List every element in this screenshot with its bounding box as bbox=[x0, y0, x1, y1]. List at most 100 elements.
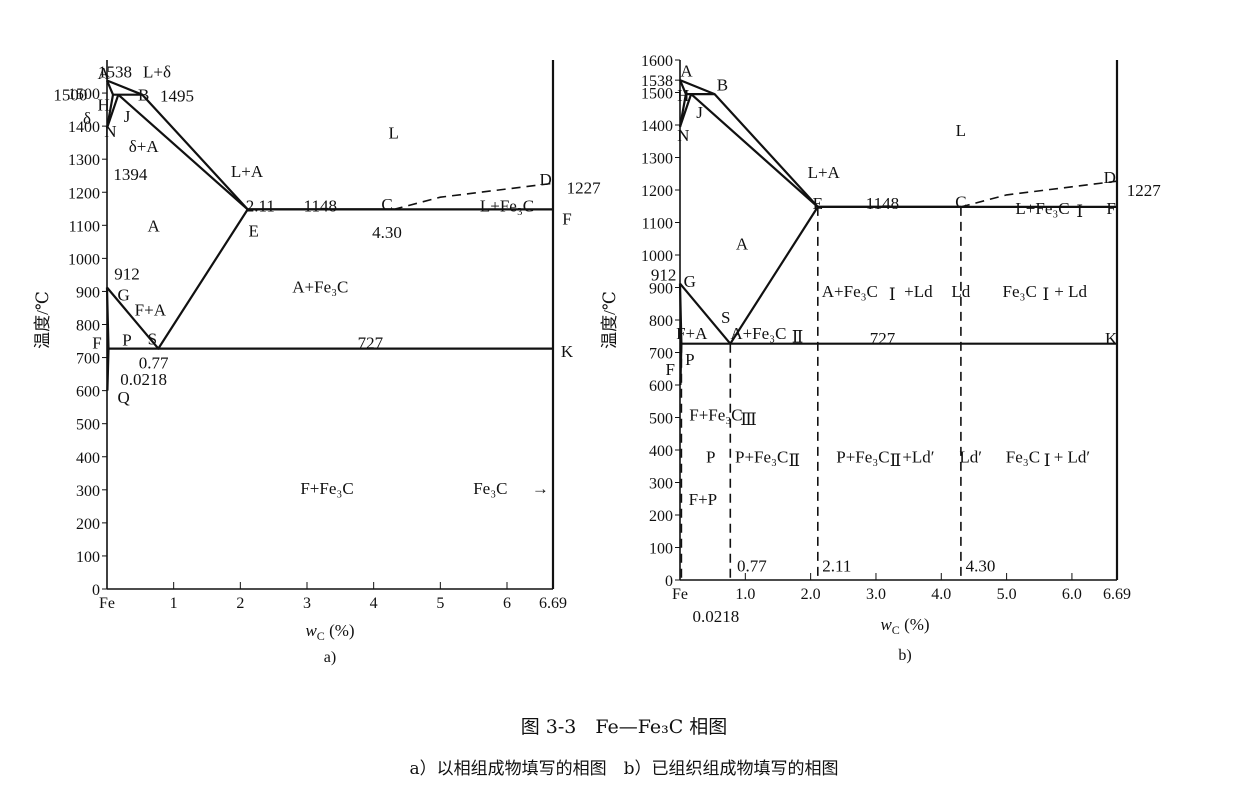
region-label: Ⅰ bbox=[889, 285, 896, 304]
x-tick-label: 6.0 bbox=[1062, 586, 1082, 603]
region-label: F+A bbox=[135, 301, 167, 320]
region-label: E bbox=[813, 194, 823, 213]
x-axis-label: wC (%) bbox=[305, 621, 354, 643]
region-label: Ⅰ bbox=[1044, 451, 1051, 470]
region-label: F bbox=[562, 210, 571, 229]
y-tick-label: 1300 bbox=[641, 151, 673, 168]
region-label: 1148 bbox=[304, 196, 337, 215]
y-tick-label: 400 bbox=[649, 443, 673, 460]
region-label: F bbox=[665, 360, 674, 379]
phase-boundary-line bbox=[678, 93, 693, 128]
region-label: Ⅰ bbox=[1042, 285, 1049, 304]
region-label: P bbox=[685, 350, 694, 369]
chart-panel-a: 0 100 200 300 400 500 600 700 800 900 1000 1100 1200… bbox=[33, 60, 601, 666]
phase-boundary-line bbox=[690, 93, 819, 208]
region-label: S bbox=[721, 308, 730, 327]
y-tick-label: 1600 bbox=[641, 53, 673, 70]
y-axis-label: 温度/℃ bbox=[600, 291, 619, 349]
y-tick-label: 1000 bbox=[641, 248, 673, 265]
region-label: H bbox=[98, 96, 110, 115]
region-label: 4.30 bbox=[966, 556, 996, 575]
region-label: δ+A bbox=[129, 137, 160, 156]
x-tick-label: 2 bbox=[236, 595, 244, 612]
region-label: 1538 bbox=[98, 63, 132, 82]
region-label: Ld′ bbox=[959, 448, 982, 467]
region-label: Ⅱ bbox=[792, 327, 804, 346]
region-label: L+δ bbox=[143, 63, 171, 82]
region-label: A+Fe₃C bbox=[730, 324, 786, 343]
region-label: J bbox=[124, 107, 131, 126]
region-label: C bbox=[955, 192, 966, 211]
phase-boundary-line bbox=[960, 180, 1118, 208]
region-label: 1394 bbox=[113, 165, 148, 184]
region-label: P+Fe₃C bbox=[836, 448, 889, 467]
x-tick-label: Fe bbox=[99, 595, 115, 612]
region-label: A+Fe₃C bbox=[822, 282, 878, 301]
y-tick-label: 800 bbox=[649, 313, 673, 330]
y-tick-label: 1400 bbox=[68, 119, 100, 136]
y-tick-label: 1500 bbox=[641, 86, 673, 103]
x-tick-label: 6.69 bbox=[1103, 586, 1131, 603]
region-label: F bbox=[1106, 199, 1115, 218]
y-tick-label: 100 bbox=[76, 549, 100, 566]
region-label: 4.30 bbox=[372, 223, 402, 242]
region-label: F+P bbox=[689, 490, 718, 509]
region-label: 1500 bbox=[53, 86, 87, 105]
phase-boundary-line bbox=[393, 182, 554, 211]
region-label: J bbox=[696, 103, 703, 122]
chart-panel-b: 0 100 200 300 400 500 600 700 800 900 1000 1100 1200… bbox=[600, 53, 1161, 664]
region-label: B bbox=[138, 86, 149, 105]
region-label: A bbox=[98, 64, 111, 83]
phase-boundary-line bbox=[105, 94, 120, 129]
y-tick-label: 1500 bbox=[68, 86, 100, 103]
region-label: L bbox=[388, 124, 398, 143]
region-label: 0.0218 bbox=[693, 607, 740, 626]
y-tick-label: 300 bbox=[649, 476, 673, 493]
y-tick-label: 100 bbox=[649, 541, 673, 558]
region-label: Fe₃C bbox=[1003, 282, 1037, 301]
region-label: H bbox=[677, 86, 689, 105]
y-tick-label: 600 bbox=[649, 378, 673, 395]
region-label: A+Fe₃C bbox=[292, 277, 348, 296]
region-label: L+A bbox=[808, 163, 841, 182]
y-tick-label: 200 bbox=[649, 508, 673, 525]
region-label: G bbox=[118, 286, 130, 305]
x-tick-label: 3.0 bbox=[866, 586, 886, 603]
x-tick-label: 6.69 bbox=[539, 595, 567, 612]
x-axis-label: wC (%) bbox=[880, 615, 929, 637]
figure-caption-title: 图 3-3 Fe—Fe₃C 相图 bbox=[520, 716, 728, 738]
region-label: L+A bbox=[231, 162, 264, 181]
region-label: 2.11 bbox=[246, 196, 275, 215]
region-label: C bbox=[381, 195, 392, 214]
y-tick-label: 900 bbox=[649, 281, 673, 298]
region-label: Ⅰ bbox=[1076, 202, 1083, 221]
region-label: 727 bbox=[870, 329, 896, 348]
y-tick-label: 700 bbox=[76, 351, 100, 368]
y-tick-label: 0 bbox=[665, 573, 673, 590]
y-tick-label: 500 bbox=[649, 411, 673, 428]
region-label: S bbox=[148, 330, 157, 349]
region-label: K bbox=[561, 342, 574, 361]
region-label: 912 bbox=[651, 266, 677, 285]
region-label: A bbox=[680, 61, 693, 80]
x-tick-label: 1.0 bbox=[735, 586, 755, 603]
phase-boundary-line bbox=[105, 287, 110, 391]
region-label: + Ld′ bbox=[1054, 448, 1090, 467]
x-tick-label: 1 bbox=[170, 595, 178, 612]
region-label: 0.77 bbox=[737, 556, 767, 575]
y-tick-label: 0 bbox=[92, 582, 100, 599]
y-axis-label: 温度/℃ bbox=[33, 291, 52, 349]
region-label: 1495 bbox=[160, 87, 194, 106]
region-label: +Ld′ bbox=[902, 448, 934, 467]
region-label: Q bbox=[118, 388, 130, 407]
region-label: 1227 bbox=[1127, 181, 1162, 200]
y-tick-label: 600 bbox=[76, 384, 100, 401]
region-label: P+Fe₃C bbox=[735, 448, 788, 467]
y-tick-label: 800 bbox=[76, 318, 100, 335]
y-tick-label: 900 bbox=[76, 284, 100, 301]
region-label: 1227 bbox=[567, 178, 602, 197]
x-tick-label: 6 bbox=[503, 595, 511, 612]
phase-boundary-line bbox=[679, 79, 961, 208]
y-tick-label: 1300 bbox=[68, 152, 100, 169]
region-label: B bbox=[717, 75, 728, 94]
